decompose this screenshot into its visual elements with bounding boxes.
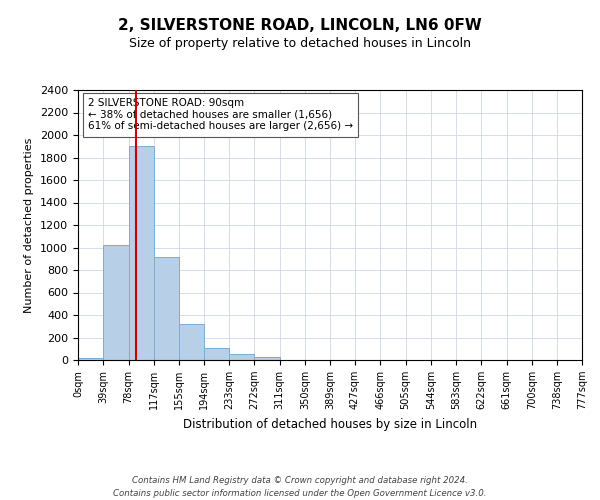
Bar bbox=[204, 348, 229, 360]
Bar bbox=[78, 358, 103, 360]
Text: 2 SILVERSTONE ROAD: 90sqm
← 38% of detached houses are smaller (1,656)
61% of se: 2 SILVERSTONE ROAD: 90sqm ← 38% of detac… bbox=[88, 98, 353, 132]
Bar bbox=[128, 146, 154, 360]
Bar bbox=[229, 354, 254, 360]
Text: Size of property relative to detached houses in Lincoln: Size of property relative to detached ho… bbox=[129, 38, 471, 51]
Bar bbox=[179, 324, 204, 360]
Text: Contains HM Land Registry data © Crown copyright and database right 2024.
Contai: Contains HM Land Registry data © Crown c… bbox=[113, 476, 487, 498]
Y-axis label: Number of detached properties: Number of detached properties bbox=[25, 138, 34, 312]
Bar bbox=[154, 256, 179, 360]
Bar bbox=[103, 245, 128, 360]
X-axis label: Distribution of detached houses by size in Lincoln: Distribution of detached houses by size … bbox=[183, 418, 477, 430]
Bar bbox=[254, 356, 280, 360]
Text: 2, SILVERSTONE ROAD, LINCOLN, LN6 0FW: 2, SILVERSTONE ROAD, LINCOLN, LN6 0FW bbox=[118, 18, 482, 32]
